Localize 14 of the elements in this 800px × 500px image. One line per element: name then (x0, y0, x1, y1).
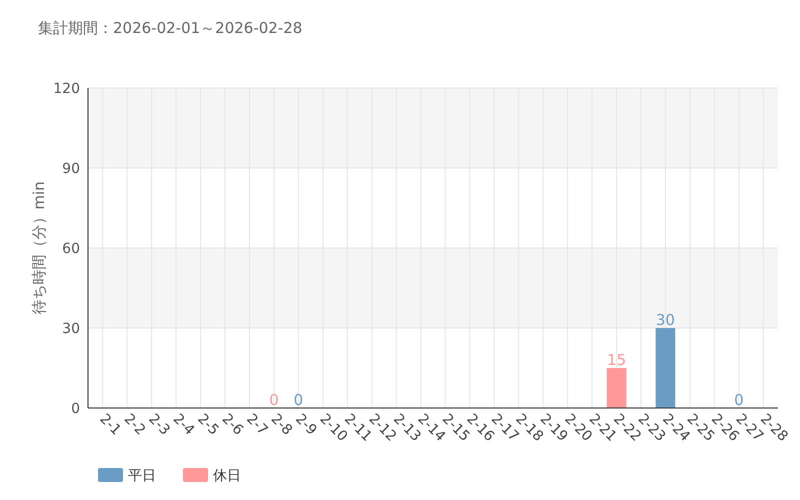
data-label: 0 (294, 391, 304, 409)
y-axis-title: 待ち時間（分）min (30, 181, 48, 315)
data-label: 15 (606, 351, 626, 369)
legend-label: 平日 (128, 468, 156, 484)
y-tick-label: 60 (62, 241, 80, 257)
chart-title: 集計期間：2026-02-01～2026-02-28 (38, 19, 302, 37)
y-tick-label: 90 (62, 161, 80, 177)
data-label: 0 (269, 391, 279, 409)
y-tick-label: 120 (53, 81, 80, 97)
legend-label: 休日 (213, 468, 241, 484)
data-label: 30 (656, 311, 675, 329)
y-tick-label: 30 (62, 321, 80, 337)
y-tick-label: 0 (71, 401, 80, 417)
data-label: 0 (734, 391, 744, 409)
